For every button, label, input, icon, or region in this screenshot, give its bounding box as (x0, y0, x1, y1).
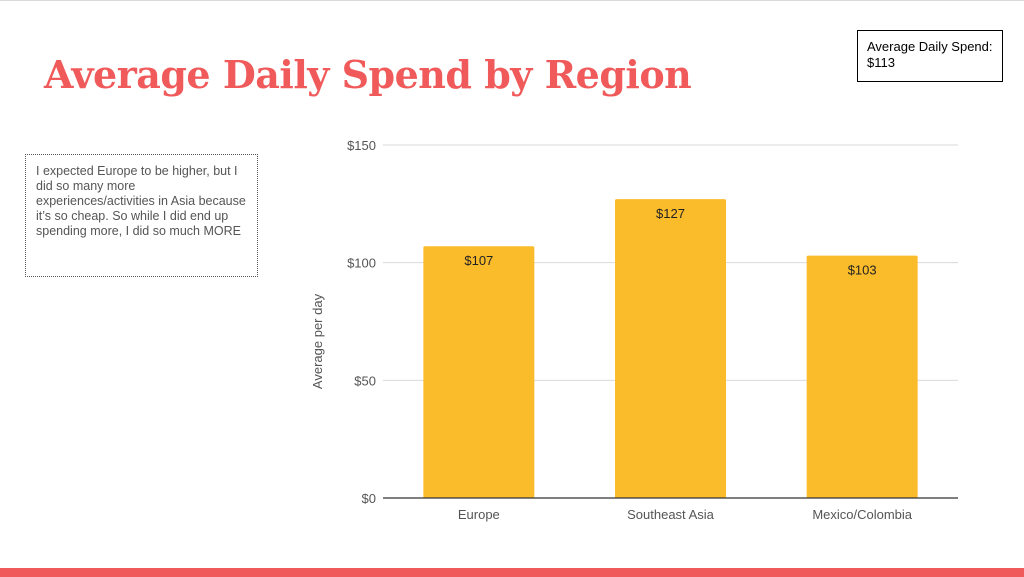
average-spend-box: Average Daily Spend: $113 (857, 30, 1003, 82)
bar (806, 255, 918, 498)
bar-data-label: $127 (656, 206, 685, 221)
bar-chart: $0 $50 $100 $150 $107 Europe $127 Southeast Asi… (310, 138, 958, 522)
bar-data-label: $103 (848, 263, 877, 278)
top-rule (0, 0, 1024, 1)
note-text: I expected Europe to be higher, but I di… (36, 164, 246, 238)
bottom-accent-bar (0, 568, 1024, 577)
bar (615, 199, 726, 499)
note-box: I expected Europe to be higher, but I di… (25, 154, 258, 277)
y-axis-title: Average per day (310, 293, 325, 389)
y-tick-label: $100 (347, 256, 376, 271)
y-tick-label: $0 (362, 491, 376, 506)
x-tick-label: Southeast Asia (627, 507, 714, 522)
bar-data-label: $107 (464, 253, 493, 268)
average-spend-value: $113 (867, 55, 895, 70)
slide-title: Average Daily Spend by Region (44, 52, 692, 97)
y-tick-label: $150 (347, 138, 376, 153)
bar (423, 246, 535, 498)
x-tick-label: Europe (458, 507, 500, 522)
y-tick-label: $50 (354, 373, 376, 388)
average-spend-label: Average Daily Spend: (867, 39, 993, 54)
x-tick-label: Mexico/Colombia (812, 507, 912, 522)
